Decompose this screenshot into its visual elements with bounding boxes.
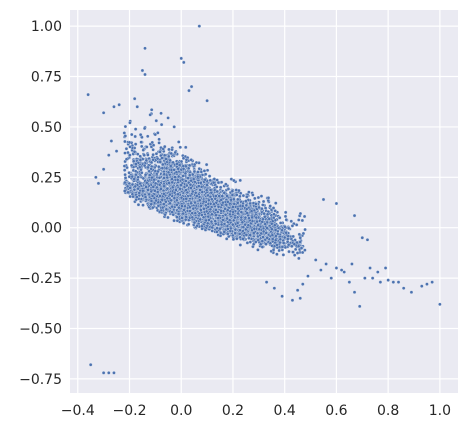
grid	[70, 10, 458, 393]
data-point	[166, 116, 170, 120]
data-point	[261, 199, 266, 204]
data-point	[297, 232, 302, 237]
data-point	[212, 177, 217, 181]
data-point	[140, 144, 144, 149]
data-point	[123, 124, 128, 129]
data-point	[123, 172, 127, 177]
data-point	[303, 227, 307, 232]
data-point	[136, 152, 140, 156]
data-point	[248, 240, 253, 244]
data-point	[238, 194, 242, 199]
data-point	[292, 253, 297, 257]
data-point	[197, 166, 202, 171]
data-point	[210, 229, 214, 233]
data-point	[124, 147, 129, 151]
data-point	[203, 172, 208, 176]
data-point	[166, 215, 170, 220]
data-point	[172, 125, 176, 129]
data-point	[302, 214, 307, 219]
data-point	[138, 154, 142, 159]
data-point	[248, 201, 252, 206]
data-point	[275, 252, 279, 256]
data-point	[133, 142, 138, 146]
data-point	[154, 118, 159, 123]
data-point	[122, 164, 127, 168]
data-point	[283, 214, 288, 219]
data-point	[277, 248, 281, 253]
data-point	[123, 151, 127, 155]
data-point	[183, 145, 188, 150]
data-point	[224, 237, 229, 241]
data-point	[167, 147, 171, 152]
data-point	[256, 195, 261, 200]
data-point	[125, 165, 129, 170]
data-point	[301, 231, 306, 236]
data-point	[123, 176, 128, 180]
data-point	[256, 248, 260, 252]
data-point	[145, 145, 149, 149]
data-point	[272, 212, 276, 216]
data-point	[133, 134, 137, 139]
data-point	[226, 187, 231, 191]
data-point	[123, 134, 128, 138]
data-point	[266, 196, 271, 200]
data-point	[218, 233, 223, 238]
data-point	[157, 141, 161, 145]
data-point	[128, 153, 132, 157]
data-points	[86, 24, 442, 375]
data-point	[130, 132, 134, 137]
